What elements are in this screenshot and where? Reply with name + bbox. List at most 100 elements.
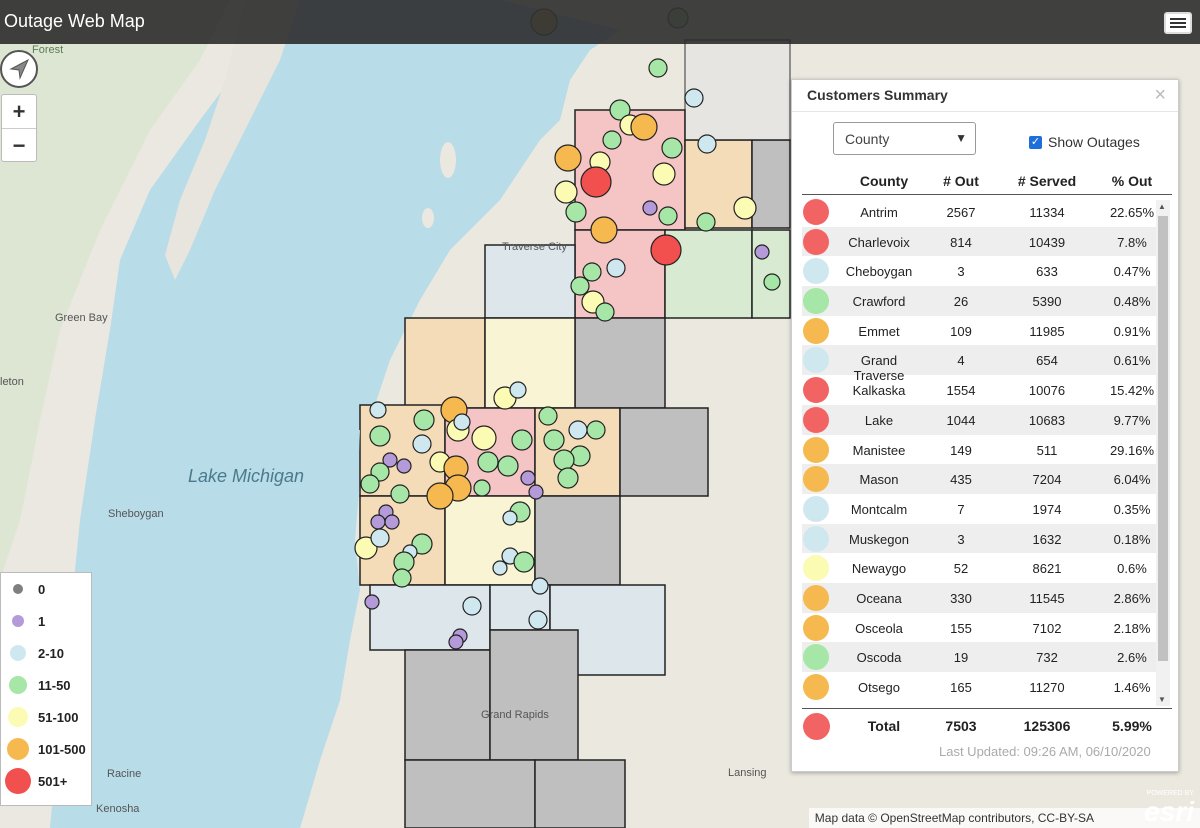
table-row[interactable]: Manistee 149 511 29.16% bbox=[802, 435, 1156, 465]
column-header-out[interactable]: # Out bbox=[943, 173, 979, 189]
table-row[interactable]: Muskegon 3 1632 0.18% bbox=[802, 523, 1156, 554]
legend-item: 0 bbox=[1, 573, 91, 605]
cell-served: 5390 bbox=[1032, 294, 1062, 310]
show-outages-label: Show Outages bbox=[1048, 134, 1140, 150]
table-row[interactable]: Osceola 155 7102 2.18% bbox=[802, 613, 1156, 643]
cell-out: 3 bbox=[957, 264, 965, 280]
esri-brand: esri bbox=[1144, 796, 1194, 827]
cell-served: 11545 bbox=[1029, 590, 1065, 606]
cell-served: 7204 bbox=[1032, 472, 1062, 488]
severity-dot bbox=[803, 406, 829, 433]
cell-served: 11985 bbox=[1029, 323, 1065, 339]
cell-out: 4 bbox=[957, 353, 965, 369]
cell-county: Antrim bbox=[860, 205, 898, 220]
locate-button[interactable] bbox=[0, 50, 38, 88]
cell-out: 155 bbox=[950, 620, 972, 636]
table-row[interactable]: Oceana 330 11545 2.86% bbox=[802, 582, 1156, 613]
cell-served: 654 bbox=[1036, 353, 1058, 369]
legend-swatch bbox=[13, 584, 23, 594]
severity-dot bbox=[803, 614, 829, 641]
severity-dot bbox=[803, 288, 829, 315]
legend-label: 11-50 bbox=[38, 678, 71, 693]
cell-out: 149 bbox=[950, 442, 972, 458]
table-scrollbar[interactable]: ▲ ▼ bbox=[1156, 200, 1170, 706]
legend-label: 51-100 bbox=[38, 710, 79, 725]
legend-label: 101-500 bbox=[38, 742, 86, 757]
cell-served: 10683 bbox=[1028, 412, 1066, 428]
table-row[interactable]: Charlevoix 814 10439 7.8% bbox=[802, 226, 1156, 257]
cell-county: Montcalm bbox=[850, 501, 908, 517]
cell-county: Crawford bbox=[852, 294, 906, 310]
table-row[interactable]: Montcalm 7 1974 0.35% bbox=[802, 494, 1156, 524]
cell-county: Cheboygan bbox=[845, 264, 913, 280]
menu-button[interactable] bbox=[1164, 12, 1192, 34]
map-label-grand-rapids: Grand Rapids bbox=[481, 709, 549, 721]
cell-pct-out: 15.42% bbox=[1109, 383, 1155, 399]
menu-icon-line bbox=[1170, 26, 1186, 28]
map-attribution[interactable]: Map data © OpenStreetMap contributors, C… bbox=[808, 808, 1200, 828]
cell-county: Oscoda bbox=[856, 650, 902, 666]
cell-pct-out: 2.18% bbox=[1113, 620, 1151, 636]
cell-out: 330 bbox=[950, 590, 972, 606]
total-served: 125306 bbox=[1023, 718, 1071, 734]
esri-logo[interactable]: POWERED BY esri bbox=[1134, 788, 1196, 828]
scroll-up-icon[interactable]: ▲ bbox=[1158, 202, 1166, 211]
table-row[interactable]: Mason 435 7204 6.04% bbox=[802, 464, 1156, 494]
cell-pct-out: 22.65% bbox=[1109, 205, 1155, 220]
table-row[interactable]: Newaygo 52 8621 0.6% bbox=[802, 553, 1156, 583]
table-row[interactable]: Crawford 26 5390 0.48% bbox=[802, 286, 1156, 316]
cell-county: Grand Traverse bbox=[853, 353, 905, 384]
scrollbar-thumb[interactable] bbox=[1158, 216, 1168, 661]
legend-swatch bbox=[8, 707, 28, 727]
cell-county: Kalkaska bbox=[852, 383, 906, 399]
cell-county: Oceana bbox=[856, 590, 902, 606]
cell-out: 814 bbox=[950, 234, 972, 250]
table-row[interactable]: Antrim 2567 11334 22.65% bbox=[802, 197, 1156, 227]
column-header-pct-out[interactable]: % Out bbox=[1111, 173, 1153, 189]
legend-label: 501+ bbox=[38, 774, 68, 789]
table-row[interactable]: Otsego 165 11270 1.46% bbox=[802, 672, 1156, 702]
legend-swatch bbox=[7, 738, 29, 760]
table-row[interactable]: Oscoda 19 732 2.6% bbox=[802, 642, 1156, 672]
map-label-traverse-city: Traverse City bbox=[502, 241, 567, 253]
app-title: Outage Web Map bbox=[4, 11, 145, 31]
total-out: 7503 bbox=[945, 718, 977, 734]
cell-pct-out: 0.6% bbox=[1117, 561, 1147, 577]
map-label-sheboygan: Sheboygan bbox=[108, 508, 164, 520]
cell-county: Manistee bbox=[852, 442, 906, 458]
legend: 0 1 2-10 11-50 51-100 101-500 501+ bbox=[0, 572, 92, 806]
table-row[interactable]: Cheboygan 3 633 0.47% bbox=[802, 256, 1156, 286]
cell-served: 732 bbox=[1036, 650, 1058, 666]
show-outages-checkbox[interactable]: ✓ bbox=[1029, 136, 1042, 149]
legend-item: 101-500 bbox=[1, 733, 91, 765]
scroll-down-icon[interactable]: ▼ bbox=[1158, 695, 1166, 704]
cell-out: 1554 bbox=[946, 383, 976, 399]
legend-swatch bbox=[9, 676, 27, 694]
severity-dot bbox=[803, 199, 829, 225]
group-by-select[interactable]: County ▼ bbox=[833, 122, 976, 155]
zoom-in-button[interactable]: + bbox=[12, 99, 26, 124]
cell-out: 109 bbox=[950, 323, 972, 339]
cell-pct-out: 9.77% bbox=[1113, 412, 1151, 428]
legend-label: 1 bbox=[38, 614, 46, 629]
table-row[interactable]: Lake 1044 10683 9.77% bbox=[802, 404, 1156, 435]
map-label-lansing: Lansing bbox=[728, 767, 767, 779]
legend-item: 1 bbox=[1, 605, 91, 637]
cell-pct-out: 0.35% bbox=[1113, 501, 1151, 517]
severity-dot bbox=[803, 258, 829, 285]
table-row[interactable]: Kalkaska 1554 10076 15.42% bbox=[802, 375, 1156, 405]
table-row[interactable]: Grand Traverse 4 654 0.61% bbox=[802, 345, 1156, 383]
legend-item: 51-100 bbox=[1, 701, 91, 733]
column-header-served[interactable]: # Served bbox=[1017, 173, 1077, 189]
table-row[interactable]: Emmet 109 11985 0.91% bbox=[802, 316, 1156, 346]
esri-powered-by: POWERED BY bbox=[1146, 790, 1194, 797]
severity-dot bbox=[803, 584, 829, 611]
close-icon[interactable]: × bbox=[1154, 84, 1166, 106]
total-row: Total 7503 125306 5.99% bbox=[802, 708, 1172, 742]
zoom-out-button[interactable]: − bbox=[2, 128, 36, 161]
severity-dot bbox=[803, 674, 829, 700]
column-header-county[interactable]: County bbox=[859, 173, 909, 189]
legend-item: 501+ bbox=[1, 765, 91, 797]
cell-served: 7102 bbox=[1032, 620, 1062, 636]
legend-item: 2-10 bbox=[1, 637, 91, 669]
